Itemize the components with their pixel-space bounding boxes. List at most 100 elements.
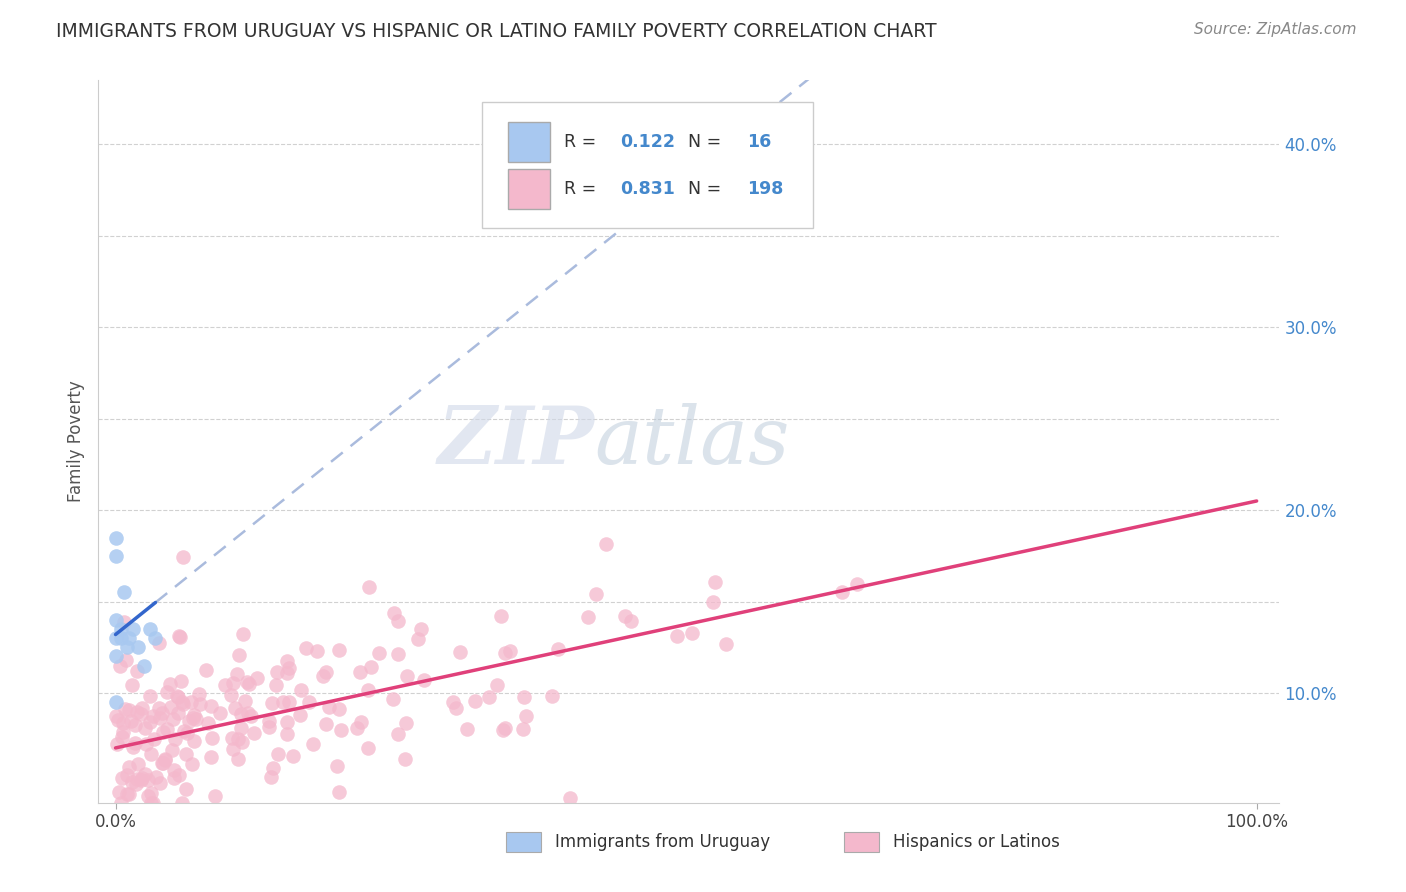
Text: ZIP: ZIP — [437, 403, 595, 480]
Point — [558, 790, 581, 805]
Point — [221, 676, 243, 690]
Point — [122, 740, 145, 755]
Point — [148, 636, 170, 650]
Point — [406, 632, 429, 646]
Point — [139, 714, 162, 729]
Point — [172, 698, 194, 712]
Point — [121, 622, 143, 636]
Point — [172, 796, 194, 810]
Point — [214, 678, 236, 692]
Text: 198: 198 — [747, 179, 783, 198]
Point — [127, 772, 149, 787]
Point — [682, 626, 704, 640]
Text: N =: N = — [688, 179, 727, 198]
Point — [266, 665, 288, 679]
Text: N =: N = — [688, 133, 727, 151]
Point — [228, 648, 250, 662]
Point — [219, 688, 242, 702]
Point — [163, 731, 186, 746]
Point — [166, 689, 188, 703]
Point — [136, 773, 159, 788]
Point — [176, 726, 198, 740]
Point — [197, 715, 219, 730]
Point — [134, 721, 156, 735]
Point — [349, 665, 371, 679]
Point — [396, 669, 419, 683]
Point — [489, 609, 512, 624]
Point — [492, 723, 515, 737]
Point — [118, 702, 141, 716]
Point — [104, 695, 127, 709]
Point — [387, 647, 409, 661]
Point — [387, 726, 409, 740]
Point — [172, 550, 194, 565]
Point — [226, 667, 249, 681]
Point — [226, 732, 249, 747]
Point — [312, 669, 335, 683]
Point — [108, 659, 131, 673]
Point — [139, 796, 162, 810]
Point — [110, 796, 132, 810]
Y-axis label: Family Poverty: Family Poverty — [66, 381, 84, 502]
Point — [208, 706, 231, 720]
Point — [328, 642, 350, 657]
Point — [260, 770, 283, 784]
Point — [110, 622, 132, 636]
Point — [716, 637, 738, 651]
Point — [266, 747, 288, 761]
Point — [346, 721, 368, 735]
Point — [290, 707, 312, 722]
Point — [449, 645, 471, 659]
Point — [395, 715, 418, 730]
Point — [231, 735, 253, 749]
Point — [110, 730, 132, 744]
Point — [110, 631, 132, 645]
Point — [357, 580, 380, 594]
Point — [264, 678, 287, 692]
Point — [156, 722, 179, 736]
Text: R =: R = — [564, 133, 602, 151]
Point — [125, 777, 148, 791]
Point — [180, 695, 202, 709]
Point — [243, 725, 266, 739]
Point — [464, 694, 486, 708]
Text: Immigrants from Uruguay: Immigrants from Uruguay — [555, 833, 770, 851]
Point — [257, 720, 280, 734]
Point — [155, 685, 177, 699]
Point — [132, 658, 155, 673]
Point — [177, 714, 200, 729]
Point — [547, 641, 569, 656]
FancyBboxPatch shape — [482, 102, 813, 228]
Point — [181, 711, 204, 725]
Bar — [844, 832, 879, 852]
Point — [111, 724, 134, 739]
Text: Source: ZipAtlas.com: Source: ZipAtlas.com — [1194, 22, 1357, 37]
Point — [357, 741, 380, 756]
Point — [515, 709, 537, 723]
Point — [120, 714, 142, 728]
Point — [262, 761, 284, 775]
Point — [702, 595, 724, 609]
Point — [153, 752, 176, 766]
Point — [115, 788, 138, 802]
Point — [260, 697, 283, 711]
Point — [107, 713, 129, 727]
Point — [367, 646, 389, 660]
Point — [127, 756, 149, 771]
Text: 0.122: 0.122 — [620, 133, 675, 151]
Point — [201, 731, 224, 746]
Point — [295, 641, 318, 656]
Point — [276, 727, 298, 741]
FancyBboxPatch shape — [508, 169, 550, 209]
Point — [104, 649, 127, 664]
Point — [136, 789, 159, 804]
Point — [139, 747, 162, 762]
Point — [394, 752, 416, 766]
Text: atlas: atlas — [595, 403, 790, 480]
Point — [277, 661, 299, 675]
Point — [595, 537, 617, 551]
Point — [381, 691, 404, 706]
Point — [276, 715, 298, 730]
Point — [245, 671, 267, 685]
Point — [139, 622, 162, 636]
